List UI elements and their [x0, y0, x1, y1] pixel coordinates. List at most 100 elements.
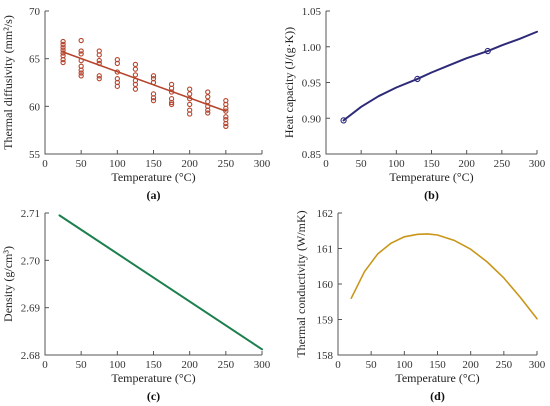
data-point	[60, 56, 66, 63]
fit-line	[62, 51, 227, 112]
y-tick-label: 65	[29, 54, 41, 66]
y-tick-label: 158	[317, 350, 334, 362]
y-tick-label: 2.71	[21, 208, 40, 220]
data-point	[132, 86, 139, 92]
x-tick-label: 250	[218, 158, 235, 170]
data-point	[223, 123, 229, 130]
y-axis-label: Heat capacity (J/(g·K))	[282, 27, 296, 138]
x-tick-label: 150	[145, 359, 162, 371]
data-point	[150, 97, 157, 104]
data-point	[205, 98, 211, 105]
data-point	[187, 91, 193, 97]
data-point	[150, 73, 157, 79]
data-point	[187, 86, 193, 92]
panel-label: (d)	[430, 389, 445, 403]
data-point	[114, 60, 120, 67]
y-tick-label: 2.69	[21, 303, 41, 315]
x-tick-label: 250	[218, 359, 235, 371]
data-point	[205, 94, 211, 100]
data-point	[60, 38, 66, 45]
x-tick-label: 0	[323, 158, 329, 170]
data-point	[340, 117, 347, 124]
x-tick-label: 200	[462, 359, 479, 371]
data-point	[114, 83, 120, 89]
data-point	[132, 61, 139, 68]
panel-label: (b)	[424, 188, 439, 202]
data-point	[78, 37, 84, 44]
axis-frame	[44, 213, 262, 356]
data-point	[187, 111, 193, 117]
x-tick-label: 50	[76, 359, 88, 371]
x-tick-label: 50	[366, 359, 378, 371]
y-axis-label: Thermal diffusivity (mm²/s)	[1, 15, 15, 150]
chart-panel-4: 0 50 100 150 200 250 300 158 159 160 161 162 Tempera…	[294, 208, 546, 403]
data-point	[168, 99, 175, 106]
x-tick-label: 300	[529, 359, 546, 371]
data-point	[96, 76, 102, 82]
data-point	[78, 51, 84, 57]
x-tick-label: 100	[388, 158, 405, 170]
x-tick-label: 100	[396, 359, 413, 371]
y-tick-label: 161	[317, 244, 334, 256]
x-axis-label: Temperature (°C)	[389, 170, 473, 184]
x-axis-label: Temperature (°C)	[395, 371, 479, 385]
y-tick-label: 0.90	[302, 113, 322, 125]
y-axis-label: Thermal conductivity (W/mK)	[294, 210, 308, 357]
series-line	[350, 233, 538, 320]
data-point	[223, 114, 229, 120]
y-tick-label: 70	[29, 6, 41, 18]
data-point	[168, 101, 175, 108]
axis-frame	[325, 11, 537, 155]
y-axis-label: Density (g/cm³)	[1, 246, 15, 322]
x-tick-label: 300	[254, 359, 271, 371]
chart-panel-2: 0 50 100 150 200 250 300 0.85 0.90 0.95 1.00 1.05 Te…	[282, 6, 546, 202]
x-tick-label: 150	[423, 158, 440, 170]
chart-panel-3: 0 50 100 150 200 250 300 2.68 2.69 2.70 2.71 Temper…	[1, 208, 271, 403]
y-tick-label: 0.95	[302, 78, 322, 90]
data-point	[60, 44, 66, 50]
data-point	[205, 89, 211, 95]
data-point	[205, 110, 211, 116]
y-tick-label: 1.00	[302, 42, 322, 54]
x-tick-label: 300	[529, 158, 546, 170]
series-line	[58, 214, 263, 351]
x-tick-label: 0	[42, 158, 48, 170]
panel-label: (a)	[147, 188, 161, 202]
data-point	[96, 57, 102, 64]
y-tick-label: 0.85	[302, 149, 322, 161]
data-point	[205, 107, 211, 113]
x-tick-label: 200	[458, 158, 475, 170]
panel-label: (c)	[147, 389, 160, 403]
y-tick-label: 159	[317, 315, 334, 327]
y-tick-label: 2.68	[21, 350, 41, 362]
x-tick-label: 150	[429, 359, 446, 371]
x-tick-label: 100	[109, 359, 126, 371]
data-point	[96, 73, 102, 79]
data-point	[484, 47, 491, 55]
y-tick-label: 2.70	[21, 255, 41, 267]
data-point	[78, 70, 84, 76]
data-point	[60, 59, 66, 66]
data-point	[132, 81, 139, 88]
data-point	[78, 67, 84, 73]
data-point	[78, 48, 84, 54]
data-point	[60, 41, 66, 48]
x-tick-label: 250	[496, 359, 513, 371]
y-tick-label: 160	[317, 279, 334, 291]
x-tick-label: 50	[76, 158, 88, 170]
x-axis-label: Temperature (°C)	[111, 170, 195, 184]
data-point	[96, 52, 102, 58]
x-tick-label: 0	[335, 359, 341, 371]
data-point	[414, 75, 421, 83]
data-point	[187, 101, 193, 108]
y-tick-label: 1.05	[302, 6, 322, 18]
x-tick-label: 100	[109, 158, 126, 170]
x-tick-label: 50	[356, 158, 368, 170]
series-line	[342, 30, 538, 122]
x-tick-label: 200	[181, 158, 198, 170]
x-tick-label: 300	[254, 158, 271, 170]
data-point	[132, 72, 139, 78]
y-tick-label: 55	[29, 149, 41, 161]
y-tick-label: 60	[29, 101, 41, 113]
